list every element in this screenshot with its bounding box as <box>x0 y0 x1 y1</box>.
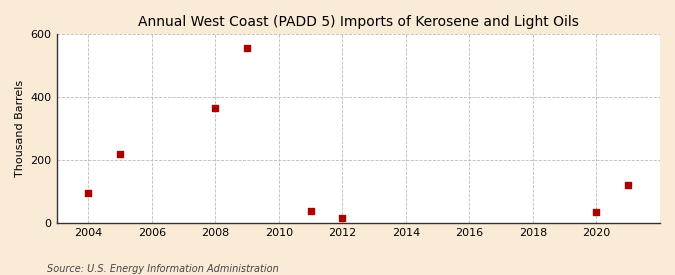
Point <box>337 216 348 221</box>
Point <box>591 210 602 214</box>
Text: Source: U.S. Energy Information Administration: Source: U.S. Energy Information Administ… <box>47 264 279 274</box>
Point <box>623 183 634 188</box>
Title: Annual West Coast (PADD 5) Imports of Kerosene and Light Oils: Annual West Coast (PADD 5) Imports of Ke… <box>138 15 578 29</box>
Point <box>83 191 94 196</box>
Point <box>242 45 252 50</box>
Point <box>305 208 316 213</box>
Point <box>115 152 126 156</box>
Y-axis label: Thousand Barrels: Thousand Barrels <box>15 80 25 177</box>
Point <box>210 106 221 111</box>
